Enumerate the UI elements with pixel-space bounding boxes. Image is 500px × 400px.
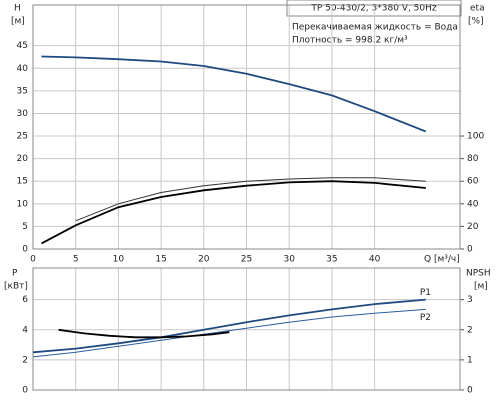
- x-tick-label: 10: [113, 255, 125, 265]
- series-line: [41, 180, 426, 245]
- y2-tick-label: 100: [467, 132, 484, 142]
- x-tick-label: 20: [198, 255, 210, 265]
- series-line: [32, 308, 426, 358]
- y-tick-label: 40: [17, 64, 29, 74]
- y2-tick-label: 60: [467, 177, 479, 187]
- y2-label: eta: [470, 4, 485, 14]
- series-line: [58, 328, 230, 339]
- y2-unit: [%]: [468, 17, 484, 27]
- series-line: [41, 55, 427, 133]
- y2-tick-label: 0: [467, 245, 473, 255]
- x-label: Q [м³/ч]: [424, 255, 460, 265]
- annotation: Плотность = 998.2 кг/м³: [292, 36, 408, 46]
- x-tick-label: 25: [241, 255, 252, 265]
- y2-tick-label: 80: [467, 154, 479, 164]
- title-box: [286, 0, 462, 17]
- y-label: P: [12, 269, 18, 279]
- x-tick-label: 15: [155, 255, 166, 265]
- y-tick-label: 30: [17, 109, 29, 119]
- y-tick-label: 4: [22, 325, 28, 335]
- plot-frame: [32, 267, 461, 391]
- y-tick-label: 0: [22, 245, 28, 255]
- y2-tick-label: 20: [467, 222, 479, 232]
- y-tick-label: 0: [22, 386, 28, 396]
- y-tick-label: 2: [22, 355, 28, 365]
- series-line: [32, 298, 426, 354]
- y2-tick-label: 0: [467, 386, 473, 396]
- chart-title: TP 50-430/2, 3*380 V, 50Hz: [310, 4, 437, 14]
- series-label: P2: [420, 313, 431, 323]
- y-tick-label: 25: [17, 132, 28, 142]
- y2-tick-label: 2: [467, 325, 473, 335]
- y-tick-label: 6: [22, 295, 28, 305]
- x-tick-label: 0: [30, 255, 36, 265]
- x-tick-label: 5: [73, 255, 79, 265]
- y-tick-label: 20: [17, 154, 29, 164]
- y-unit: [кВт]: [4, 282, 28, 292]
- y-tick-label: 5: [22, 222, 28, 232]
- series-line: [75, 177, 426, 222]
- series-label: P1: [420, 288, 431, 298]
- y2-label: NPSH: [466, 269, 491, 279]
- y-tick-label: 45: [17, 41, 28, 51]
- x-tick-label: 40: [369, 255, 381, 265]
- y2-unit: [м]: [474, 282, 488, 292]
- x-tick-label: 35: [326, 255, 337, 265]
- y2-tick-label: 40: [467, 199, 479, 209]
- y-label: H: [14, 4, 21, 14]
- x-tick-label: 30: [283, 255, 295, 265]
- y2-tick-label: 1: [467, 355, 473, 365]
- y-tick-label: 35: [17, 86, 28, 96]
- plot-frame: [32, 4, 461, 250]
- y-unit: [м]: [11, 17, 25, 27]
- y-tick-label: 15: [17, 177, 28, 187]
- y2-tick-label: 3: [467, 295, 473, 305]
- y-tick-label: 10: [17, 199, 29, 209]
